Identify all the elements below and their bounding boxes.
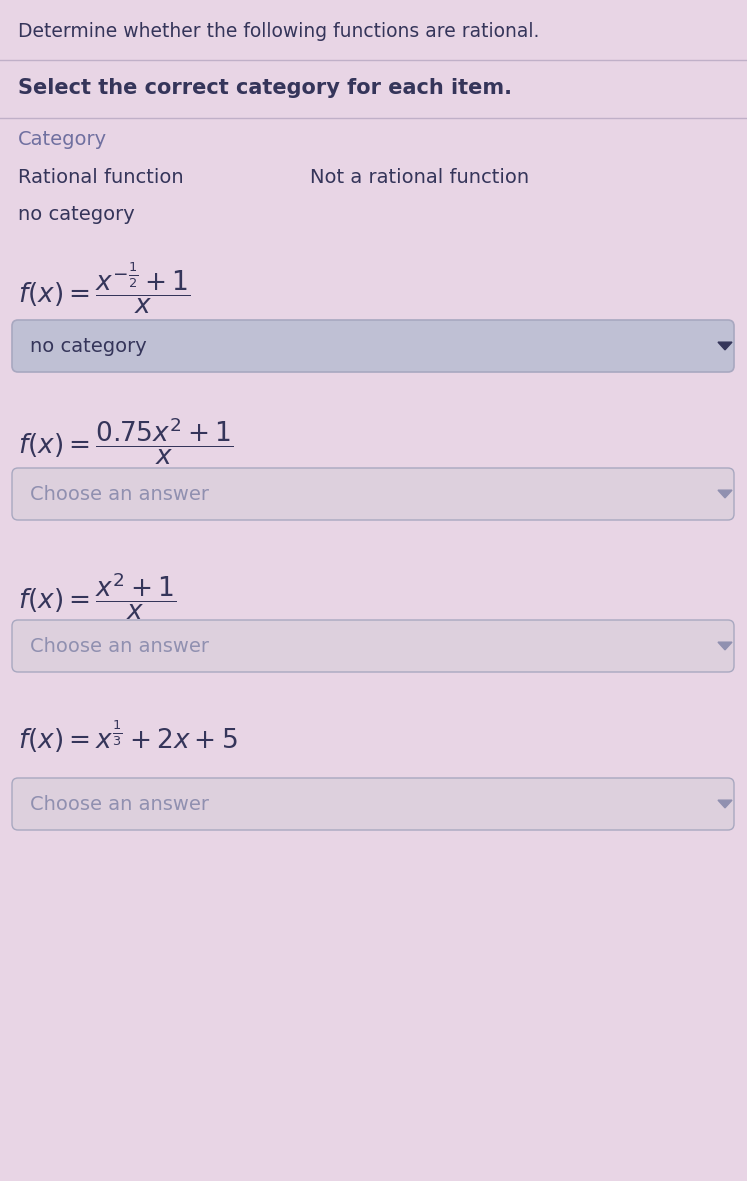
Polygon shape <box>718 490 732 498</box>
FancyBboxPatch shape <box>12 468 734 520</box>
Text: Select the correct category for each item.: Select the correct category for each ite… <box>18 78 512 98</box>
Text: $f(x) = \dfrac{x^2+1}{x}$: $f(x) = \dfrac{x^2+1}{x}$ <box>18 570 176 621</box>
Polygon shape <box>718 801 732 808</box>
Text: Choose an answer: Choose an answer <box>30 637 209 655</box>
FancyBboxPatch shape <box>12 778 734 830</box>
Text: Choose an answer: Choose an answer <box>30 795 209 814</box>
Text: Determine whether the following functions are rational.: Determine whether the following function… <box>18 22 539 41</box>
Polygon shape <box>718 342 732 350</box>
Polygon shape <box>718 642 732 650</box>
Text: no category: no category <box>18 205 134 224</box>
Text: $f(x) = x^{\frac{1}{3}} + 2x + 5$: $f(x) = x^{\frac{1}{3}} + 2x + 5$ <box>18 718 238 755</box>
FancyBboxPatch shape <box>12 320 734 372</box>
Text: Choose an answer: Choose an answer <box>30 484 209 503</box>
Text: Not a rational function: Not a rational function <box>310 168 529 187</box>
Text: $f(x) = \dfrac{x^{-\frac{1}{2}}+1}{x}$: $f(x) = \dfrac{x^{-\frac{1}{2}}+1}{x}$ <box>18 260 190 315</box>
Text: no category: no category <box>30 337 146 355</box>
Text: Rational function: Rational function <box>18 168 184 187</box>
Text: $f(x) = \dfrac{0.75x^2+1}{x}$: $f(x) = \dfrac{0.75x^2+1}{x}$ <box>18 415 233 466</box>
Text: Category: Category <box>18 130 107 149</box>
FancyBboxPatch shape <box>12 620 734 672</box>
